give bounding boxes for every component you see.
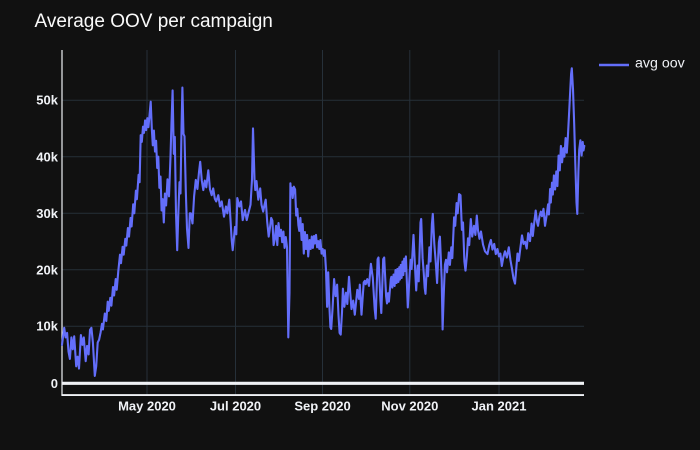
svg-text:40k: 40k bbox=[36, 149, 58, 164]
svg-text:Jul 2020: Jul 2020 bbox=[210, 399, 261, 414]
svg-text:May 2020: May 2020 bbox=[118, 399, 176, 414]
svg-text:0: 0 bbox=[51, 376, 58, 391]
svg-text:Nov 2020: Nov 2020 bbox=[381, 399, 438, 414]
svg-text:50k: 50k bbox=[36, 93, 58, 108]
svg-text:avg oov: avg oov bbox=[635, 55, 686, 71]
svg-text:20k: 20k bbox=[36, 262, 58, 277]
svg-text:10k: 10k bbox=[36, 319, 58, 334]
svg-text:Average OOV per campaign: Average OOV per campaign bbox=[35, 11, 273, 32]
svg-text:Sep 2020: Sep 2020 bbox=[294, 399, 350, 414]
svg-text:30k: 30k bbox=[36, 206, 58, 221]
svg-text:Jan 2021: Jan 2021 bbox=[472, 399, 527, 414]
